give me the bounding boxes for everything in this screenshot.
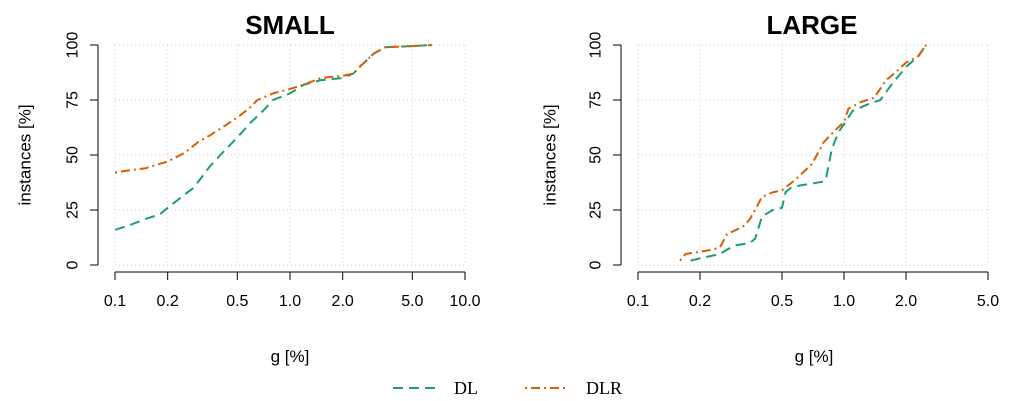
series-line-dlr xyxy=(114,44,433,174)
y-tick-label: 100 xyxy=(65,32,82,59)
chart-title: SMALL xyxy=(245,10,335,40)
y-tick-label: 0 xyxy=(65,260,82,269)
x-tick-label: 1.0 xyxy=(279,293,301,310)
x-tick-label: 2.0 xyxy=(332,293,354,310)
x-axis-label: g [%] xyxy=(271,347,310,366)
y-tick-label: 50 xyxy=(65,146,82,164)
y-tick-label: 100 xyxy=(588,32,605,59)
chart-panel-large: LARGE 0.1 0.2 0.5 1.0 2.0 5.0 g [%] 0 25 50 75 100 in… xyxy=(541,10,1000,366)
legend: DL DLR xyxy=(393,378,622,398)
x-tick-label: 0.1 xyxy=(104,293,126,310)
series-line-dlr xyxy=(679,44,927,262)
series-line-dl xyxy=(690,44,927,262)
series-line-dl xyxy=(114,44,433,231)
y-tick-label: 75 xyxy=(588,91,605,109)
y-tick-label: 0 xyxy=(588,260,605,269)
x-tick-label: 0.5 xyxy=(226,293,248,310)
x-tick-label: 5.0 xyxy=(401,293,423,310)
legend-label-dlr: DLR xyxy=(586,378,622,398)
legend-label-dl: DL xyxy=(454,378,478,398)
x-tick-label: 1.0 xyxy=(833,293,855,310)
chart-panel-small: SMALL 0.1 0.2 0.5 1.0 2.0 5.0 10.0 g [%] 0 25 50 75 1… xyxy=(16,10,481,366)
y-tick-label: 25 xyxy=(588,201,605,219)
x-tick-label: 0.2 xyxy=(157,293,179,310)
x-tick-label: 0.1 xyxy=(627,293,649,310)
x-tick-label: 0.5 xyxy=(771,293,793,310)
x-tick-label: 0.2 xyxy=(689,293,711,310)
y-tick-label: 75 xyxy=(65,91,82,109)
x-tick-label: 5.0 xyxy=(977,293,999,310)
y-tick-label: 25 xyxy=(65,201,82,219)
y-axis-label: instances [%] xyxy=(16,104,35,205)
y-tick-label: 50 xyxy=(588,146,605,164)
x-tick-label: 10.0 xyxy=(449,293,480,310)
y-axis-label: instances [%] xyxy=(541,104,560,205)
x-tick-label: 2.0 xyxy=(895,293,917,310)
chart-title: LARGE xyxy=(767,10,858,40)
x-axis-label: g [%] xyxy=(795,347,834,366)
